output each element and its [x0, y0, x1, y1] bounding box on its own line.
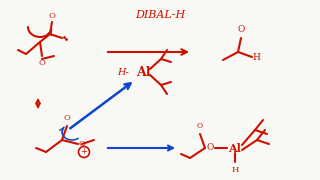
Text: O: O — [206, 143, 214, 152]
Text: +: + — [81, 147, 87, 156]
Text: O: O — [64, 114, 70, 122]
Text: H-: H- — [117, 68, 129, 76]
Text: H: H — [252, 53, 260, 62]
Text: O: O — [237, 25, 245, 34]
Text: O: O — [197, 122, 203, 130]
Text: H: H — [231, 166, 239, 174]
Text: Al: Al — [228, 143, 241, 154]
Text: O: O — [79, 140, 85, 148]
Text: O: O — [39, 59, 45, 67]
Text: Al: Al — [136, 66, 150, 78]
Text: DIBAL-H: DIBAL-H — [135, 10, 185, 20]
Text: O: O — [49, 12, 55, 20]
